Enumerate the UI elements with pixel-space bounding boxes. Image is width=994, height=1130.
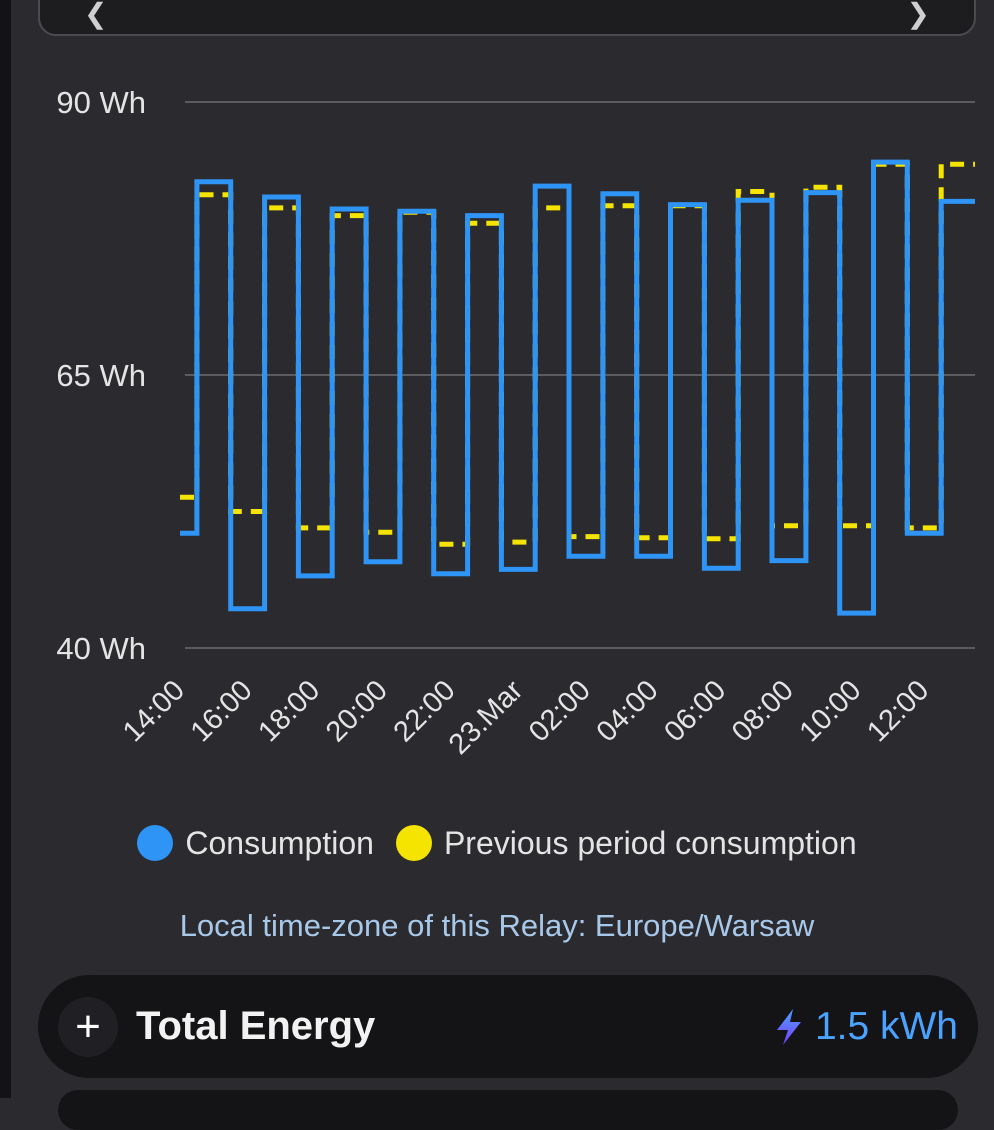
x-tick-label-6: 02:00 [523, 674, 597, 748]
x-tick-label-10: 10:00 [794, 674, 868, 748]
x-tick-label-0: 14:00 [117, 674, 191, 748]
legend-dot-consumption [137, 825, 174, 861]
y-tick-label-90: 90 Wh [56, 85, 146, 120]
chart-legend: Consumption Previous period consumption [0, 820, 994, 866]
legend-label-consumption: Consumption [185, 824, 374, 861]
x-tick-label-7: 04:00 [591, 674, 665, 748]
x-tick-label-9: 08:00 [726, 674, 800, 748]
legend-item-previous[interactable]: Previous period consumption [395, 824, 857, 862]
x-tick-label-8: 06:00 [658, 674, 732, 748]
lightning-bolt-icon [776, 1008, 801, 1045]
x-tick-label-1: 16:00 [185, 674, 259, 748]
total-energy-value: 1.5 kWh [771, 1005, 958, 1049]
legend-item-consumption[interactable]: Consumption [137, 825, 374, 862]
legend-label-previous: Previous period consumption [443, 824, 857, 861]
total-energy-label: Total Energy [136, 1004, 376, 1048]
chevron-left-icon[interactable]: ❮ [84, 0, 108, 29]
total-energy-row[interactable]: + Total Energy 1.5 kWh [38, 975, 978, 1078]
x-tick-label-5: 23.Mar [443, 674, 530, 761]
y-tick-label-40: 40 Wh [56, 631, 146, 666]
x-tick-label-11: 12:00 [861, 674, 935, 748]
next-card [58, 1090, 958, 1130]
series-line-consumption [180, 159, 975, 616]
x-tick-label-3: 20:00 [320, 674, 394, 748]
x-tick-label-2: 18:00 [252, 674, 326, 748]
left-rail [0, 0, 11, 1098]
legend-dot-previous [395, 825, 432, 861]
chevron-right-icon[interactable]: ❯ [906, 0, 930, 29]
total-energy-value-text: 1.5 kWh [814, 1004, 958, 1048]
timezone-note: Local time-zone of this Relay: Europe/Wa… [179, 908, 815, 943]
plus-icon[interactable]: + [58, 996, 118, 1057]
period-navigation-card: ❮ ❯ [38, 0, 976, 36]
y-tick-label-65: 65 Wh [56, 358, 146, 393]
